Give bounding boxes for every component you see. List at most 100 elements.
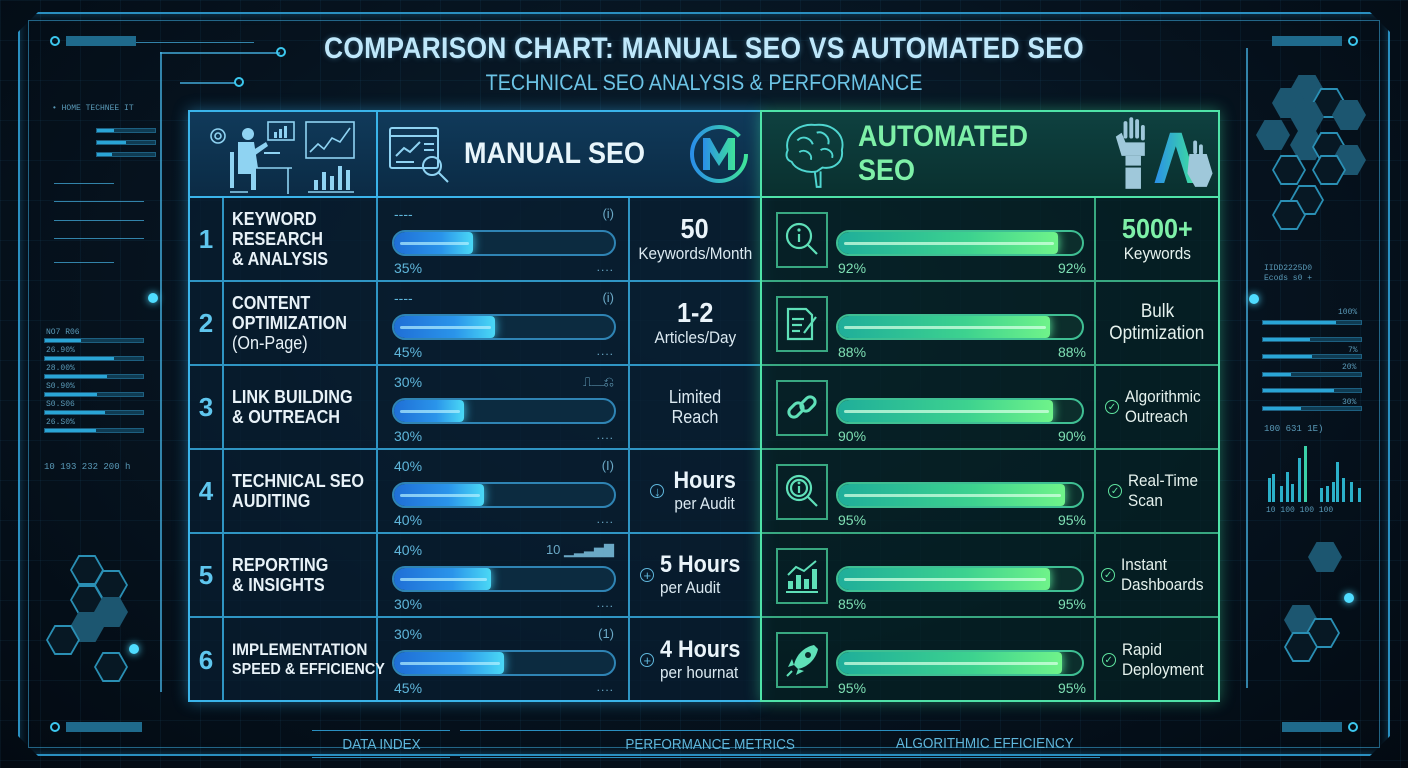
automated-seo-title: AUTOMATED SEO — [857, 120, 1028, 187]
automated-seo-header: AUTOMATED SEO — [762, 112, 1218, 198]
automated-row-1: 92% 92% 5000+ Keywords — [762, 198, 1218, 282]
decor-line — [160, 52, 280, 54]
automated-progress-bar — [836, 314, 1084, 340]
decor-hexagon — [1308, 542, 1342, 572]
search-info-icon — [785, 474, 818, 507]
manual-progress-bar — [392, 314, 616, 340]
right-side-panel: IIDD2225D0 Ecods s0 + 100% 7% 20% 30% 10… — [1256, 260, 1368, 515]
manual-row-5: 5 REPORTING & INSIGHTS 40% 10 ▁▂▃▅▇ 30% … — [190, 534, 760, 618]
category-label: IMPLEMENTATION SPEED & EFFICIENCY — [224, 618, 385, 702]
signal-bars-icon: 10 ▁▂▃▅▇ — [545, 542, 614, 557]
row-number: 6 — [190, 618, 224, 702]
automated-row-5: 85% 95% ✓ Instant Dashboards — [762, 534, 1218, 618]
automated-progress-fill — [838, 568, 1051, 590]
timer-icon: + — [640, 568, 655, 582]
icon-frame — [776, 212, 828, 268]
growth-chart-icon — [786, 560, 818, 593]
decor-circle — [1348, 36, 1358, 46]
category-label: KEYWORD RESEARCH & ANALYSIS — [224, 198, 378, 280]
automated-progress-cell: 90% 90% — [834, 366, 1094, 448]
automated-progress-cell: 95% 95% — [834, 450, 1094, 532]
automated-value-cell: ✓ Instant Dashboards — [1094, 534, 1218, 616]
decor-circle — [234, 77, 244, 87]
page-title: COMPARISON CHART: MANUAL SEO VS AUTOMATE… — [324, 32, 1084, 65]
check-circle-icon: ✓ — [1104, 400, 1119, 414]
manual-value-cell: 1-2 Articles/Day — [654, 297, 736, 348]
manual-progress-bar — [392, 650, 616, 676]
icon-frame — [776, 548, 828, 604]
row-number: 3 — [190, 366, 224, 448]
decor-bar — [66, 722, 142, 732]
decor-node — [1344, 593, 1354, 603]
row-number: 1 — [190, 198, 224, 280]
automated-progress-bar — [836, 230, 1084, 256]
brain-icon — [785, 123, 844, 188]
manual-progress-bar — [392, 566, 616, 592]
info-icon: (1) — [598, 626, 614, 641]
automated-value-cell: ✓ Real-Time Scan — [1094, 450, 1218, 532]
page-subtitle: TECHNICAL SEO ANALYSIS & PERFORMANCE — [485, 70, 923, 95]
row-number: 2 — [190, 282, 224, 364]
manual-row-2: 2 CONTENT OPTIMIZATION (On-Page) ---- (i… — [190, 282, 760, 366]
automated-seo-panel: AUTOMATED SEO — [760, 110, 1220, 702]
footer-tab-algorithmic-efficiency[interactable]: ALGORITHMIC EFFICIENCY — [870, 730, 1100, 758]
decor-bar — [1282, 722, 1342, 732]
analytics-search-icon — [389, 127, 449, 183]
check-circle-icon: ✓ — [1108, 484, 1123, 498]
info-icon: (I) — [601, 458, 614, 473]
manual-value-cell: + 5 Hours per Audit — [630, 534, 760, 616]
automated-progress-fill — [838, 316, 1051, 338]
icon-frame — [776, 296, 828, 352]
network-icon: ⎍⎼⎌ — [582, 374, 614, 389]
manual-progress-cell: 30% ⎍⎼⎌ 30% .... — [378, 366, 630, 448]
manual-progress-fill — [394, 400, 465, 422]
manual-row-4: 4 TECHNICAL SEO AUDITING 40% (I) 40% ...… — [190, 450, 760, 534]
manual-value-cell: Limited Reach — [668, 387, 722, 427]
mini-bar-chart — [1266, 442, 1361, 502]
manual-progress-cell: 30% (1) 45% .... — [378, 618, 630, 702]
footer-tab-bar: DATA INDEX PERFORMANCE METRICS ALGORITHM… — [300, 730, 1120, 758]
manual-value-cell: + 4 Hours per hournat — [630, 618, 760, 702]
document-edit-icon — [786, 307, 817, 341]
automated-progress-cell: 92% 92% — [834, 198, 1094, 280]
automated-progress-fill — [838, 652, 1063, 674]
category-label: REPORTING & INSIGHTS — [224, 534, 378, 616]
manual-progress-cell: ---- (i) 45% .... — [378, 282, 630, 364]
info-icon: (i) — [602, 206, 614, 221]
decor-circle — [1348, 722, 1358, 732]
decor-circle — [276, 47, 286, 57]
info-icon: (i) — [602, 290, 614, 305]
automated-row-6: 95% 95% ✓ Rapid Deployment — [762, 618, 1218, 702]
automated-value-cell: ✓ Algorithmic Outreach — [1094, 366, 1218, 448]
automated-progress-bar — [836, 398, 1084, 424]
manual-progress-fill — [394, 484, 485, 506]
footer-tab-performance-metrics[interactable]: PERFORMANCE METRICS — [460, 730, 960, 758]
search-info-icon — [785, 222, 818, 255]
automated-value-cell: 5000+ Keywords — [1094, 198, 1218, 280]
category-label: TECHNICAL SEO AUDITING — [224, 450, 378, 532]
footer-tab-data-index[interactable]: DATA INDEX — [312, 730, 450, 758]
icon-frame — [776, 632, 828, 688]
left-side-panel: • HOME TECHNEE IT NO7 R06 26.90% 28.00% … — [40, 100, 160, 520]
person-at-desk-icon — [210, 121, 355, 194]
timer-icon: + — [640, 653, 655, 667]
person-at-desk-illustration — [190, 112, 378, 196]
manual-progress-bar — [392, 230, 616, 256]
category-label: LINK BUILDING & OUTREACH — [224, 366, 378, 448]
automated-progress-bar — [836, 650, 1084, 676]
manual-seo-logo-icon — [690, 125, 749, 183]
manual-progress-cell: ---- (i) 35% .... — [378, 198, 630, 280]
manual-progress-fill — [394, 652, 504, 674]
manual-row-1: 1 KEYWORD RESEARCH & ANALYSIS ---- (i) 3… — [190, 198, 760, 282]
decor-circle — [50, 36, 60, 46]
automated-progress-cell: 88% 88% — [834, 282, 1094, 364]
manual-progress-bar — [392, 482, 616, 508]
manual-progress-fill — [394, 232, 474, 254]
automated-row-3: 90% 90% ✓ Algorithmic Outreach — [762, 366, 1218, 450]
decor-circle — [50, 722, 60, 732]
decor-line — [1246, 48, 1248, 688]
clock-icon: ↓ — [650, 484, 665, 498]
icon-frame — [776, 380, 828, 436]
automated-row-4: 95% 95% ✓ Real-Time Scan — [762, 450, 1218, 534]
manual-row-3: 3 LINK BUILDING & OUTREACH 30% ⎍⎼⎌ 30% .… — [190, 366, 760, 450]
